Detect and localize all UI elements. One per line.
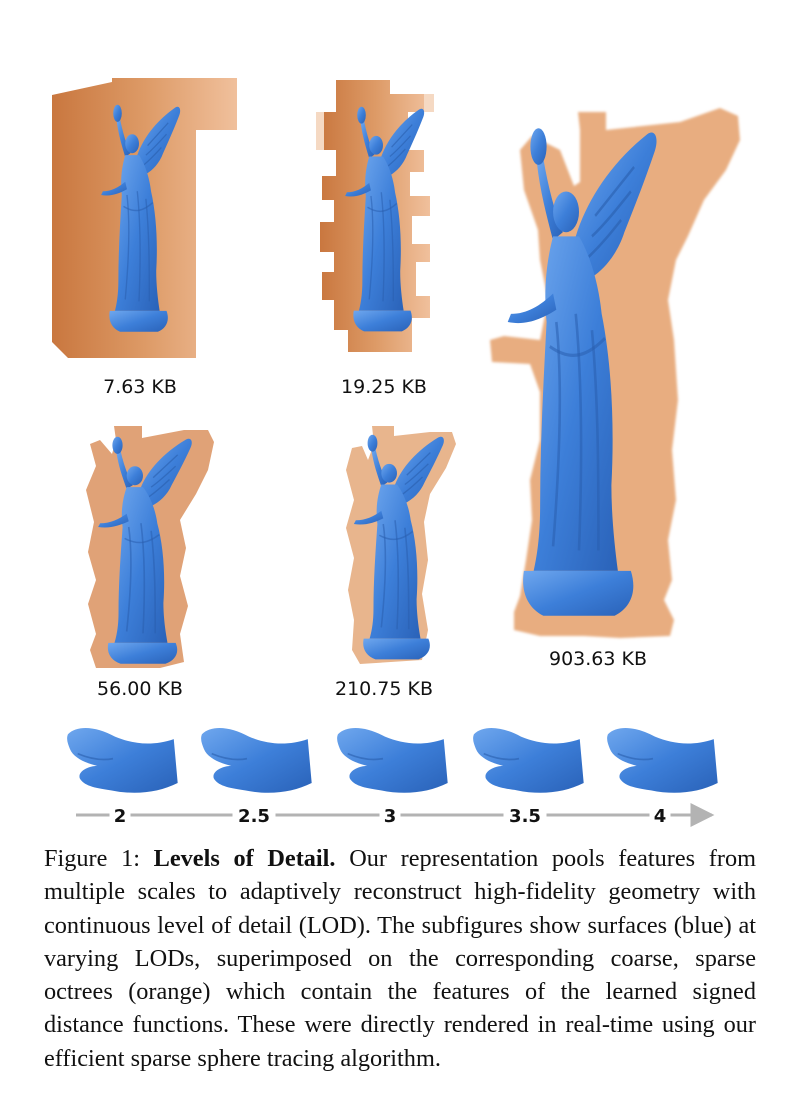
- hand-lod-2-5: [200, 727, 313, 794]
- size-label-5: 210.75 KB: [334, 678, 434, 700]
- size-label-1: 7.63 KB: [103, 376, 177, 398]
- figure-1: 2 2.5 3 3.5 4 7.63 KB 19.25 KB 903.63 KB 56.…: [52, 78, 740, 827]
- caption-prefix: Figure 1:: [44, 845, 140, 872]
- hand-lod-strip: [66, 727, 719, 794]
- hand-lod-2: [66, 727, 179, 794]
- caption-body: Our representation pools features from m…: [44, 845, 756, 1072]
- lod-axis-ticks: 2 2.5 3 3.5 4: [109, 803, 671, 827]
- lod-tick-bg: [232, 803, 276, 827]
- hand-lod-3-5: [472, 727, 585, 794]
- lod-panel-3: [490, 108, 740, 638]
- size-label-3: 903.63 KB: [548, 648, 648, 670]
- size-label-4: 56.00 KB: [97, 678, 183, 700]
- lod-panel-4: [86, 426, 214, 668]
- lod-tick-label: 3.5: [509, 806, 541, 827]
- hand-lod-4: [606, 727, 719, 794]
- lod-tick-bg: [649, 803, 671, 827]
- lod-tick-label: 2.5: [238, 806, 270, 827]
- lod-tick-bg: [379, 803, 401, 827]
- lod-tick-label: 4: [654, 806, 667, 827]
- lod-panel-5: [346, 426, 456, 664]
- lod-tick-bg: [503, 803, 547, 827]
- figure-caption: Figure 1: Levels of Detail. Our represen…: [44, 842, 756, 1075]
- lod-axis: 2 2.5 3 3.5 4: [76, 803, 715, 827]
- caption-title: Levels of Detail.: [153, 845, 336, 872]
- lod-tick-label: 2: [114, 806, 127, 827]
- size-label-2: 19.25 KB: [341, 376, 427, 398]
- lod-figure-graphic: 2 2.5 3 3.5 4: [52, 78, 740, 827]
- lod-tick-bg: [109, 803, 131, 827]
- hand-lod-3: [336, 727, 449, 794]
- lod-panel-2: [316, 80, 434, 352]
- lod-tick-label: 3: [384, 806, 397, 827]
- lod-panel-1: [52, 78, 237, 358]
